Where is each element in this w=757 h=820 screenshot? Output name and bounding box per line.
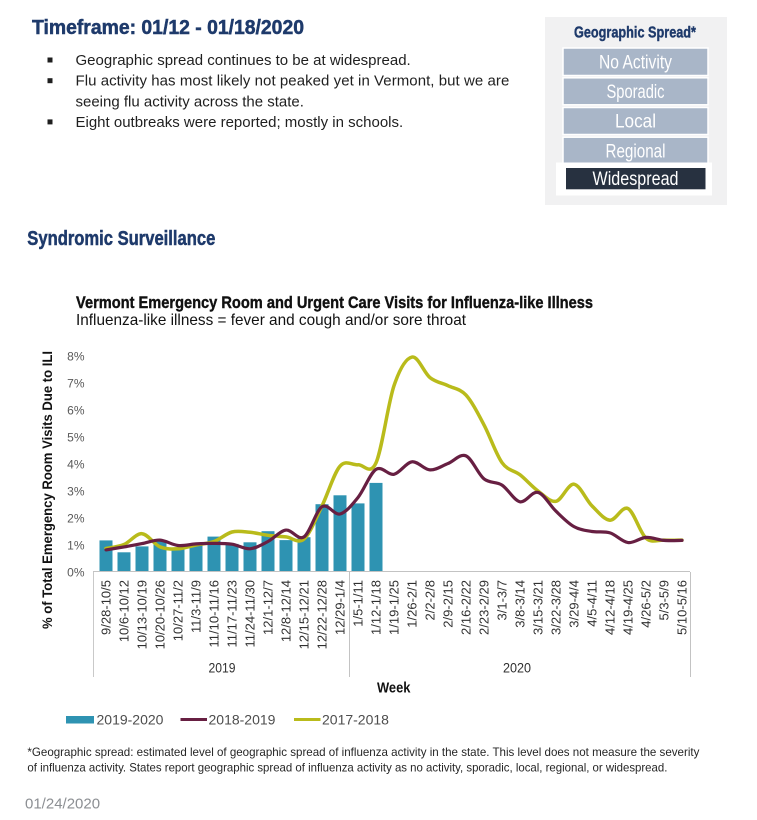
svg-text:10/20-10/26: 10/20-10/26 (153, 580, 168, 649)
svg-text:Local: Local (615, 112, 656, 133)
svg-text:4%: 4% (67, 458, 85, 472)
svg-text:Vermont Emergency Room and Urg: Vermont Emergency Room and Urgent Care V… (76, 293, 593, 312)
svg-text:Syndromic Surveillance: Syndromic Surveillance (27, 228, 215, 250)
svg-text:1/5-1/11: 1/5-1/11 (351, 580, 366, 627)
svg-text:Sporadic: Sporadic (607, 82, 665, 103)
svg-text:2/23-2/29: 2/23-2/29 (477, 580, 492, 635)
svg-text:Regional: Regional (606, 141, 666, 162)
svg-text:3/8-3/14: 3/8-3/14 (513, 580, 528, 628)
svg-text:1/19-1/25: 1/19-1/25 (387, 580, 402, 635)
svg-text:Geographic spread continues to: Geographic spread continues to be at wid… (76, 52, 411, 69)
svg-text:1/26-2/1: 1/26-2/1 (405, 580, 420, 628)
svg-text:Influenza-like illness = fever: Influenza-like illness = fever and cough… (76, 312, 467, 329)
svg-text:11/17-11/23: 11/17-11/23 (225, 580, 240, 647)
svg-text:5/10-5/16: 5/10-5/16 (675, 580, 690, 635)
svg-text:Widespread: Widespread (593, 169, 679, 190)
svg-text:Eight outbreaks were reported;: Eight outbreaks were reported; mostly in… (76, 114, 404, 131)
svg-text:01/24/2020: 01/24/2020 (25, 796, 100, 813)
svg-text:12/8-12/14: 12/8-12/14 (279, 580, 294, 642)
svg-text:6%: 6% (67, 404, 85, 418)
svg-text:3/1-3/7: 3/1-3/7 (495, 580, 510, 620)
svg-text:4/19-4/25: 4/19-4/25 (621, 580, 636, 635)
svg-text:2018-2019: 2018-2019 (209, 712, 276, 728)
svg-text:2/2-2/8: 2/2-2/8 (423, 580, 438, 620)
svg-text:No Activity: No Activity (599, 53, 672, 74)
svg-text:12/22-12/28: 12/22-12/28 (315, 580, 330, 649)
svg-text:2017-2018: 2017-2018 (322, 712, 389, 728)
svg-text:3/22-3/28: 3/22-3/28 (549, 580, 564, 635)
svg-text:Week: Week (377, 681, 411, 697)
svg-text:11/10-11/16: 11/10-11/16 (207, 580, 222, 647)
svg-text:Geographic Spread*: Geographic Spread* (574, 24, 697, 41)
svg-text:of influenza activity. States: of influenza activity. States report geo… (27, 761, 667, 775)
svg-text:2019-2020: 2019-2020 (97, 712, 164, 728)
svg-text:1/12-1/18: 1/12-1/18 (369, 580, 384, 635)
svg-text:0%: 0% (67, 566, 85, 580)
svg-text:10/27-11/2: 10/27-11/2 (171, 580, 186, 641)
svg-text:5/3-5/9: 5/3-5/9 (657, 580, 672, 620)
svg-text:*Geographic spread: estimated: *Geographic spread: estimated level of g… (27, 745, 699, 759)
svg-text:2/9-2/15: 2/9-2/15 (441, 580, 456, 628)
svg-text:% of Total Emergency Room Visi: % of Total Emergency Room Visits Due to … (39, 351, 55, 629)
svg-text:12/1-12/7: 12/1-12/7 (261, 580, 276, 635)
svg-text:2/16-2/22: 2/16-2/22 (459, 580, 474, 635)
svg-text:4/5-4/11: 4/5-4/11 (585, 580, 600, 627)
svg-text:1%: 1% (67, 539, 85, 553)
svg-text:9/28-10/5: 9/28-10/5 (99, 580, 114, 635)
svg-text:11/3-11/9: 11/3-11/9 (189, 580, 204, 633)
svg-text:3%: 3% (67, 485, 85, 499)
svg-text:7%: 7% (67, 377, 85, 391)
svg-text:4/12-4/18: 4/12-4/18 (603, 580, 618, 635)
svg-text:10/6-10/12: 10/6-10/12 (117, 580, 132, 642)
svg-text:2020: 2020 (503, 660, 531, 676)
svg-text:11/24-11/30: 11/24-11/30 (243, 580, 258, 647)
svg-text:3/15-3/21: 3/15-3/21 (531, 580, 546, 635)
svg-text:2019: 2019 (209, 660, 236, 676)
svg-text:2%: 2% (67, 512, 85, 526)
svg-text:12/15-12/21: 12/15-12/21 (297, 580, 312, 649)
svg-text:Timeframe: 01/12 - 01/18/2020: Timeframe: 01/12 - 01/18/2020 (32, 17, 304, 39)
svg-text:5%: 5% (67, 431, 85, 445)
svg-text:10/13-10/19: 10/13-10/19 (135, 580, 150, 649)
svg-text:3/29-4/4: 3/29-4/4 (567, 580, 582, 628)
svg-text:8%: 8% (67, 350, 85, 364)
svg-text:4/26-5/2: 4/26-5/2 (639, 580, 654, 628)
svg-text:seeing flu activity across the: seeing flu activity across the state. (76, 93, 304, 110)
svg-text:Flu activity has most likely n: Flu activity has most likely not peaked … (76, 73, 510, 90)
svg-text:12/29-1/4: 12/29-1/4 (333, 580, 348, 635)
